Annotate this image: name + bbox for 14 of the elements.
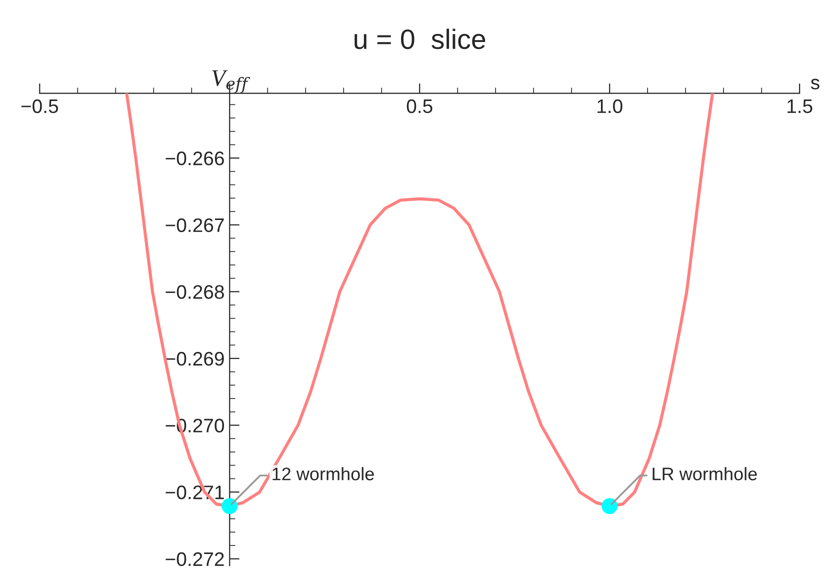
x-tick-label: 0.5 (406, 99, 432, 114)
x-tick-label: 1.0 (598, 99, 622, 114)
x-tick-label: −0.5 (21, 99, 58, 114)
y-tick-label: −0.266 (166, 152, 224, 166)
chart-title: u = 0 slice (354, 28, 486, 50)
annotation: 12 wormhole (272, 467, 374, 480)
y-tick-label: −0.268 (166, 285, 224, 299)
x-axis-title: s (810, 78, 820, 90)
y-axis-title: V$_{eff}$ (212, 70, 250, 93)
annotation: LR wormhole (652, 467, 757, 480)
y-tick-label: −0.267 (166, 218, 224, 232)
x-tick-label: 1.5 (788, 100, 812, 114)
y-tick-label: −0.269 (166, 352, 224, 366)
y-tick-label: −0.272 (166, 552, 224, 566)
